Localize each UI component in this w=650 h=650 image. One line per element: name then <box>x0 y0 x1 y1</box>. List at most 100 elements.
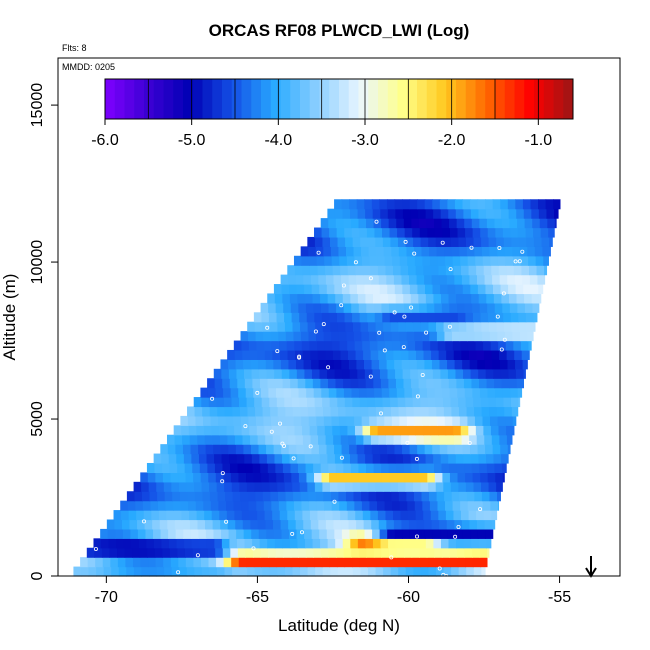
heat-cell <box>298 462 307 473</box>
heat-cell <box>508 284 517 295</box>
heat-cell <box>355 434 364 445</box>
heat-cell <box>325 274 335 285</box>
heat-cell <box>476 519 486 530</box>
heat-cell <box>100 528 109 539</box>
heat-cell <box>312 293 321 304</box>
heat-cell <box>114 519 123 530</box>
heat-cell <box>427 397 437 408</box>
heat-cell <box>326 359 335 370</box>
heat-cell <box>341 528 351 539</box>
heat-cell <box>242 349 251 360</box>
heat-cell <box>340 349 349 360</box>
heat-cell <box>432 444 441 455</box>
heat-cell <box>451 491 460 502</box>
heat-cell <box>538 208 548 219</box>
heat-cell <box>302 265 311 276</box>
heat-cell <box>387 208 396 219</box>
heat-cell <box>154 462 163 473</box>
heat-cell <box>499 434 508 445</box>
heat-cell <box>186 481 195 492</box>
heat-cell <box>311 528 320 539</box>
heat-cell <box>206 538 215 549</box>
heat-cell <box>499 274 508 285</box>
sample-point <box>291 456 296 461</box>
heat-cell <box>429 255 439 266</box>
heat-cell <box>253 312 263 323</box>
heat-cell <box>233 340 242 351</box>
heat-cell <box>485 284 494 295</box>
heat-cell <box>284 397 293 408</box>
heat-cell <box>336 302 345 313</box>
heat-cell <box>475 500 484 511</box>
heat-cell <box>397 397 406 408</box>
heat-cell <box>477 359 486 370</box>
heat-cell <box>261 557 270 568</box>
heat-cell <box>465 472 474 483</box>
heat-cell <box>425 284 434 295</box>
heat-cell <box>395 208 404 219</box>
heat-cell <box>239 406 249 417</box>
heat-cell <box>184 547 194 558</box>
heat-cell <box>403 462 412 473</box>
sample-point <box>414 534 419 539</box>
heat-cell <box>282 453 291 464</box>
heat-cell <box>336 547 345 558</box>
heat-cell <box>131 538 140 549</box>
heat-cell <box>419 387 428 398</box>
heat-cell <box>294 510 303 521</box>
heat-cell <box>367 397 376 408</box>
heat-cell <box>464 302 473 313</box>
heat-cell <box>379 359 388 370</box>
heat-cell <box>286 340 295 351</box>
heat-cell <box>336 387 345 398</box>
heat-cell <box>296 368 306 379</box>
heat-cell <box>331 255 340 266</box>
heat-cell <box>349 528 358 539</box>
heat-cell <box>504 246 513 257</box>
heat-cell <box>272 349 281 360</box>
heat-cell <box>293 255 303 266</box>
heat-cell <box>298 387 307 398</box>
heat-cell <box>395 293 404 304</box>
heat-cell <box>314 557 323 568</box>
heat-cell <box>388 462 397 473</box>
heat-cell <box>413 491 423 502</box>
heat-cell <box>465 227 474 238</box>
heat-cell <box>303 519 312 530</box>
heat-cell <box>469 434 478 445</box>
heat-cell <box>181 425 190 436</box>
heat-cell <box>427 227 436 238</box>
heat-cell <box>301 500 310 511</box>
heat-cell <box>464 387 473 398</box>
heat-cell <box>222 462 231 473</box>
heat-cell <box>268 312 278 323</box>
heat-cell <box>174 434 183 445</box>
heat-cell <box>123 538 132 549</box>
heat-cell <box>443 566 452 577</box>
heat-cell <box>132 547 141 558</box>
heat-cell <box>354 425 364 436</box>
heat-cell <box>380 378 389 389</box>
heat-cell <box>322 236 331 247</box>
heat-cell <box>479 547 488 558</box>
heat-cell <box>450 236 460 247</box>
date-label: MMDD: 0205 <box>62 62 115 72</box>
heat-cell <box>479 378 488 389</box>
heat-cell <box>253 557 262 568</box>
heat-cell <box>171 566 180 577</box>
heat-cell <box>493 293 502 304</box>
heat-cell <box>417 199 426 210</box>
heat-cell <box>188 425 197 436</box>
heat-cell <box>198 528 207 539</box>
heat-cell <box>293 491 302 502</box>
heat-cell <box>326 444 335 455</box>
heat-cell <box>305 547 314 558</box>
sample-point <box>478 507 483 512</box>
heat-cell <box>211 510 220 521</box>
heat-cell <box>388 302 398 313</box>
sample-point <box>210 396 215 401</box>
heat-cell <box>237 538 246 549</box>
heat-cell <box>134 491 143 502</box>
heat-cell <box>282 538 291 549</box>
heat-cell <box>375 566 384 577</box>
